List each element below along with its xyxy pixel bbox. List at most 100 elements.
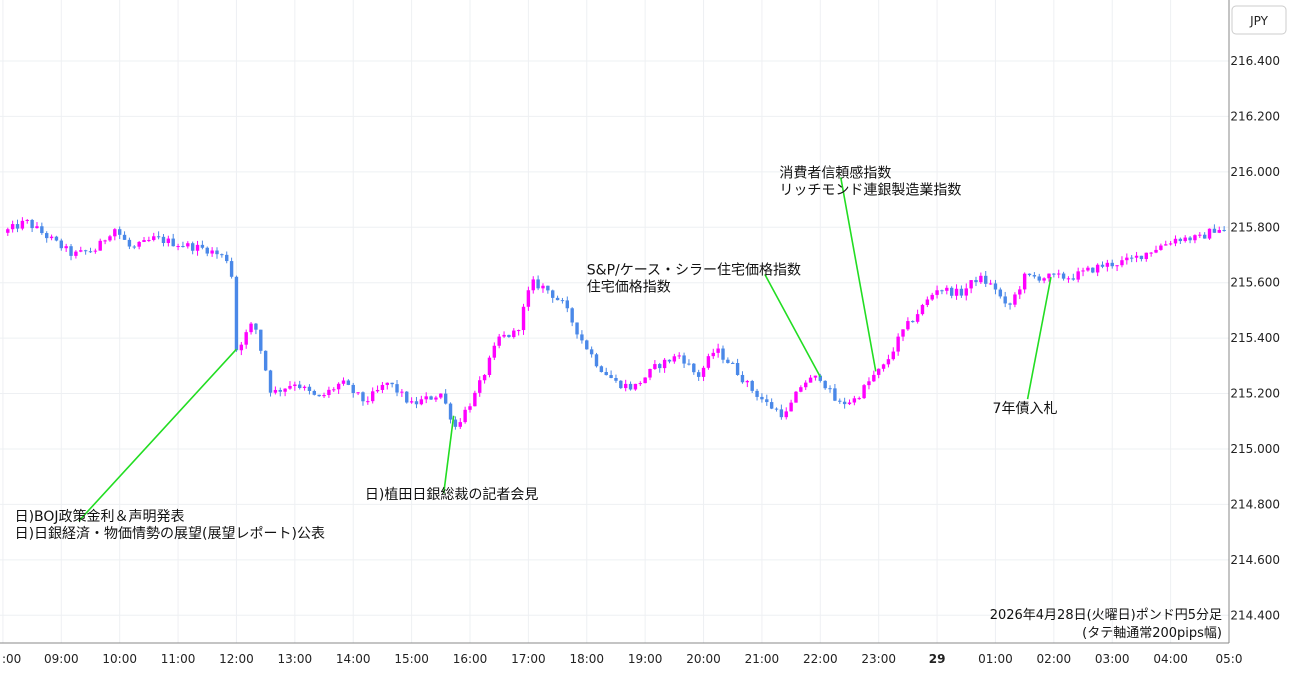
candle-body bbox=[648, 368, 652, 378]
candle-body bbox=[473, 392, 477, 407]
currency-box: JPY bbox=[1231, 5, 1287, 35]
candle-body bbox=[1144, 252, 1148, 260]
candle-body bbox=[405, 391, 409, 403]
candle-body bbox=[49, 236, 54, 239]
candle-body bbox=[619, 380, 623, 389]
candle-body bbox=[312, 390, 317, 395]
candle-body bbox=[259, 329, 263, 351]
candle-body bbox=[565, 300, 570, 309]
candle-body bbox=[906, 321, 910, 330]
annotation-leader-line bbox=[1026, 277, 1052, 400]
x-tick-label: 17:00 bbox=[511, 652, 546, 666]
candle-body bbox=[711, 352, 715, 357]
candle-body bbox=[682, 355, 686, 364]
candle-body bbox=[234, 276, 239, 351]
x-tick-label: 02:00 bbox=[1037, 652, 1072, 666]
candle-body bbox=[876, 368, 881, 375]
candle-body bbox=[838, 400, 842, 402]
candle-body bbox=[507, 334, 511, 338]
candle-body bbox=[439, 393, 443, 398]
candle-body bbox=[964, 288, 968, 296]
candle-body bbox=[516, 330, 521, 332]
candle-body bbox=[706, 356, 711, 368]
candle-body bbox=[847, 402, 852, 405]
candle-body bbox=[745, 381, 750, 383]
candle-body bbox=[83, 250, 88, 252]
x-tick-label: 18:00 bbox=[569, 652, 604, 666]
candle-body bbox=[998, 289, 1003, 297]
candle-body bbox=[166, 238, 171, 244]
y-tick-label: 215.200 bbox=[1230, 387, 1280, 401]
candle-body bbox=[920, 304, 925, 315]
candle-body bbox=[137, 241, 141, 247]
candle-body bbox=[127, 239, 132, 247]
candle-body bbox=[64, 246, 68, 249]
candle-body bbox=[453, 419, 458, 427]
x-tick-label: 29 bbox=[929, 652, 946, 666]
candle-body bbox=[356, 392, 360, 394]
grid bbox=[0, 0, 1230, 643]
candle-body bbox=[478, 380, 482, 393]
candle-body bbox=[210, 250, 214, 254]
candle-body bbox=[1164, 244, 1168, 246]
annotation-leader-line bbox=[839, 177, 877, 372]
candle-body bbox=[1027, 273, 1032, 276]
candle-body bbox=[1091, 267, 1095, 273]
candle-body bbox=[1217, 229, 1221, 233]
candle-body bbox=[205, 247, 209, 254]
candle-body bbox=[278, 389, 282, 392]
candle-body bbox=[799, 387, 803, 392]
x-tick-label: 21:00 bbox=[745, 652, 780, 666]
candle-body bbox=[662, 359, 667, 369]
x-tick-label: 01:00 bbox=[978, 652, 1013, 666]
x-tick-label: 04:00 bbox=[1153, 652, 1188, 666]
candle-body bbox=[638, 383, 642, 385]
candle-body bbox=[30, 219, 34, 229]
candle-body bbox=[726, 359, 730, 363]
candle-body bbox=[696, 372, 701, 377]
candle-body bbox=[142, 240, 146, 242]
candle-body bbox=[380, 384, 385, 390]
candle-body bbox=[370, 391, 375, 402]
candle-body bbox=[229, 261, 234, 277]
candle-body bbox=[1061, 273, 1066, 279]
annotation-label: S&P/ケース・シラー住宅価格指数 bbox=[587, 262, 801, 278]
candle-body bbox=[560, 300, 565, 302]
candle-body bbox=[1222, 229, 1226, 231]
candle-body bbox=[750, 381, 754, 391]
candle-body bbox=[273, 389, 278, 393]
candle-body bbox=[949, 287, 954, 296]
candle-body bbox=[988, 283, 993, 285]
candle-body bbox=[225, 254, 229, 262]
candle-body bbox=[1202, 234, 1207, 239]
candle-body bbox=[117, 229, 122, 235]
candle-body bbox=[867, 381, 871, 386]
candle-body bbox=[1105, 262, 1110, 267]
candle-body bbox=[98, 240, 102, 251]
candle-body bbox=[541, 285, 545, 289]
candle-body bbox=[244, 332, 248, 345]
y-tick-label: 215.600 bbox=[1230, 276, 1280, 290]
candle-body bbox=[448, 403, 453, 420]
candle-body bbox=[327, 389, 331, 395]
candle-body bbox=[1057, 273, 1061, 275]
x-tick-label: :00 bbox=[2, 652, 21, 666]
annotation-leader-line bbox=[442, 415, 455, 494]
annotation-label: 日)BOJ政策金利＆声明発表 bbox=[15, 508, 185, 525]
candle-body bbox=[677, 355, 681, 357]
candle-body bbox=[915, 314, 920, 322]
candle-body bbox=[161, 236, 166, 244]
candle-body bbox=[609, 375, 613, 378]
candle-body bbox=[1139, 255, 1144, 260]
candle-body bbox=[755, 390, 759, 397]
candle-body bbox=[1168, 243, 1173, 245]
candle-body bbox=[658, 364, 662, 369]
candle-body bbox=[332, 389, 336, 391]
candle-body bbox=[156, 236, 161, 238]
candle-body bbox=[487, 357, 492, 375]
candle-body bbox=[740, 374, 745, 383]
candle-body bbox=[298, 384, 302, 388]
candle-body bbox=[249, 323, 253, 333]
candle-body bbox=[220, 254, 224, 256]
candle-body bbox=[901, 329, 905, 337]
